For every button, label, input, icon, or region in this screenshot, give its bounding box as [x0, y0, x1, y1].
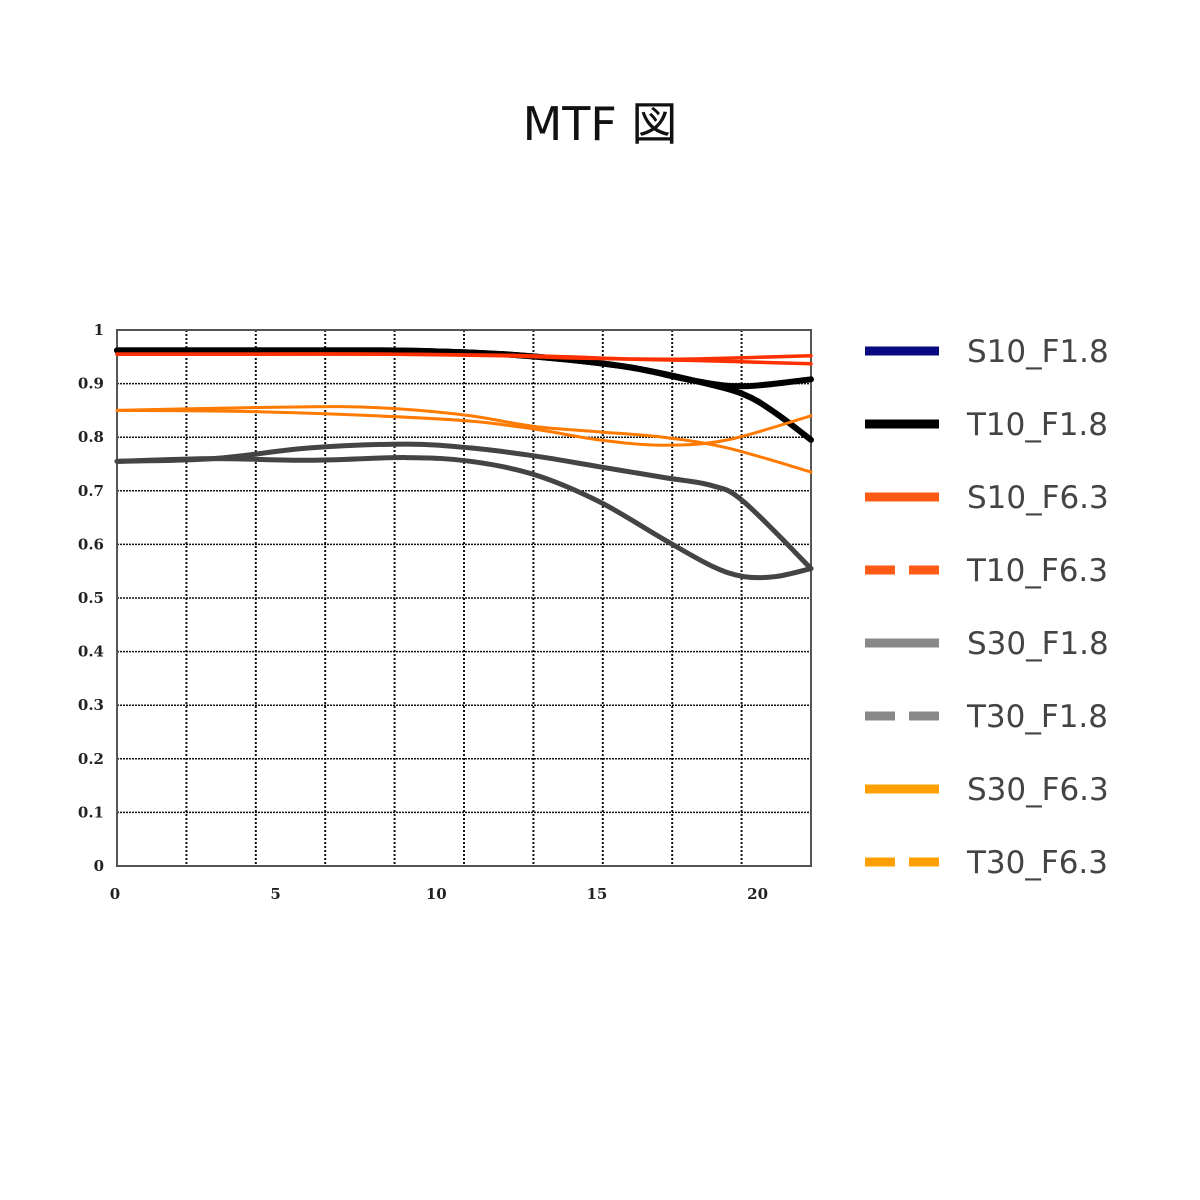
y-tick-label: 0.6 — [78, 535, 104, 553]
y-tick-label: 0.7 — [78, 482, 104, 500]
x-tick-label: 0 — [110, 885, 120, 903]
x-tick-label: 5 — [270, 885, 280, 903]
legend-label: S30_F1.8 — [967, 626, 1109, 662]
y-tick-label: 0.9 — [78, 375, 104, 393]
x-tick-label: 10 — [426, 885, 447, 903]
legend-label: T30_F1.8 — [966, 699, 1108, 735]
y-tick-label: 0.3 — [78, 696, 104, 714]
legend-label: S10_F1.8 — [967, 334, 1109, 370]
y-tick-label: 0.1 — [78, 803, 104, 821]
legend-label: T10_F1.8 — [966, 407, 1108, 443]
y-tick-label: 0.8 — [78, 428, 104, 446]
x-tick-label: 20 — [747, 885, 768, 903]
y-tick-label: 0 — [94, 857, 104, 875]
series-line-t10_f6-3 — [115, 352, 813, 366]
series-line-s30_f1-8 — [114, 441, 814, 572]
y-tick-label: 0.2 — [78, 750, 104, 768]
series-line-t30_f1-8 — [114, 455, 814, 581]
chart-title: MTF 図 — [522, 97, 678, 151]
series-line-t30_f6-3 — [115, 408, 813, 447]
y-tick-label: 1 — [94, 321, 104, 339]
plot-frame — [116, 329, 812, 867]
series-line-s30_f6-3 — [115, 405, 813, 474]
y-tick-label: 0.5 — [78, 589, 104, 607]
legend-label: S10_F6.3 — [967, 480, 1109, 516]
legend-label: T10_F6.3 — [966, 553, 1108, 589]
legend-label: S30_F6.3 — [967, 772, 1109, 808]
y-tick-label: 0.4 — [78, 643, 104, 661]
x-tick-label: 15 — [587, 885, 608, 903]
legend-label: T30_F6.3 — [966, 845, 1108, 881]
